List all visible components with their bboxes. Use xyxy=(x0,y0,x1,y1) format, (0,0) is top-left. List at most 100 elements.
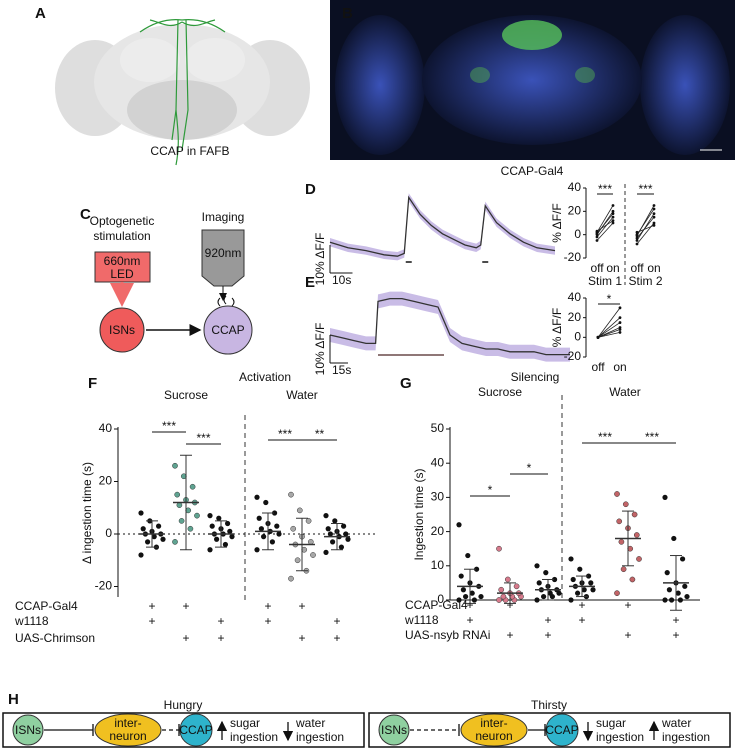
point xyxy=(577,566,583,572)
point xyxy=(622,501,629,508)
point xyxy=(652,221,656,225)
point xyxy=(290,525,297,532)
point xyxy=(611,219,615,223)
paired-line xyxy=(596,205,614,233)
point xyxy=(662,597,668,603)
genotype-label: CCAP-Gal4 xyxy=(15,599,78,613)
point xyxy=(160,536,166,542)
node-label: inter- xyxy=(480,716,507,730)
genotype-sign: + xyxy=(298,631,305,645)
point xyxy=(456,522,462,528)
point xyxy=(341,523,347,529)
point xyxy=(611,204,615,207)
point xyxy=(675,590,681,596)
point xyxy=(274,523,280,529)
point xyxy=(323,549,329,555)
significance: *** xyxy=(645,430,659,444)
y-tick-label: -20 xyxy=(564,250,582,264)
point xyxy=(677,597,684,603)
group-label: Water xyxy=(609,385,641,399)
panel-letter: G xyxy=(400,375,412,392)
point xyxy=(174,491,181,498)
label: LED xyxy=(110,267,134,281)
genotype-sign: + xyxy=(264,599,271,613)
point xyxy=(256,515,262,521)
brain-render xyxy=(55,19,310,166)
panel-letter: A xyxy=(35,5,46,22)
point xyxy=(618,326,622,329)
point xyxy=(611,212,615,216)
trace xyxy=(329,195,556,257)
point xyxy=(620,566,627,573)
micrograph xyxy=(330,0,735,160)
scale-label: 15s xyxy=(332,363,351,377)
y-tick-label: 0 xyxy=(105,526,112,540)
y-tick-label: 20 xyxy=(568,204,582,218)
point xyxy=(474,566,480,572)
significance: * xyxy=(488,483,493,497)
point xyxy=(616,518,623,525)
node xyxy=(460,713,528,747)
point xyxy=(652,204,656,207)
y-label: Δ ingestion time (s) xyxy=(80,462,94,564)
point xyxy=(534,597,540,603)
point xyxy=(140,526,146,532)
paired-line xyxy=(597,329,621,338)
point xyxy=(469,590,475,596)
label: Imaging xyxy=(202,210,245,224)
significance: ** xyxy=(315,427,325,441)
effect-label: ingestion xyxy=(596,730,644,744)
significance: *** xyxy=(638,182,652,196)
point xyxy=(664,570,670,576)
point xyxy=(595,235,599,239)
point xyxy=(305,518,312,524)
point xyxy=(575,590,581,596)
effect-label: sugar xyxy=(596,716,626,730)
point xyxy=(332,518,338,524)
x-tick-label: on xyxy=(647,261,660,275)
point xyxy=(463,593,469,600)
significance: *** xyxy=(598,182,612,196)
genotype-sign: + xyxy=(506,628,513,642)
point xyxy=(662,494,668,500)
genotype-sign: + xyxy=(578,598,585,612)
paired-line xyxy=(597,307,621,338)
point xyxy=(629,576,636,583)
point xyxy=(534,563,540,569)
group-label: Water xyxy=(286,388,318,402)
point xyxy=(652,212,656,216)
node xyxy=(378,714,410,746)
paired-line xyxy=(596,216,614,238)
point xyxy=(338,544,344,550)
node-label: CCAP xyxy=(545,723,578,737)
genotype-sign: + xyxy=(466,613,473,627)
paired-line xyxy=(636,205,655,237)
y-tick-label: 40 xyxy=(431,455,445,469)
caption: CCAP-Gal4 xyxy=(501,164,564,178)
point xyxy=(478,593,484,600)
label: stimulation xyxy=(93,229,150,243)
group-label: Stim 2 xyxy=(628,274,662,288)
point xyxy=(652,215,656,219)
point xyxy=(682,583,688,589)
point xyxy=(568,597,574,603)
point xyxy=(254,547,260,553)
point xyxy=(138,552,144,558)
y-tick-label: 20 xyxy=(431,524,445,538)
genotype-label: UAS-Chrimson xyxy=(15,631,95,645)
point xyxy=(288,575,294,582)
significance: *** xyxy=(196,431,210,445)
point xyxy=(209,523,215,529)
panel-letter: C xyxy=(80,206,91,223)
point xyxy=(229,534,235,540)
point xyxy=(680,556,686,562)
genotype-sign: + xyxy=(672,628,679,642)
point xyxy=(269,539,275,545)
group-label: Sucrose xyxy=(478,385,522,399)
box xyxy=(2,712,365,748)
node-label: ISNs xyxy=(381,723,407,737)
significance: *** xyxy=(598,430,612,444)
scale-label: 10% ΔF/F xyxy=(313,233,327,286)
point xyxy=(595,232,599,235)
genotype-sign: + xyxy=(672,613,679,627)
